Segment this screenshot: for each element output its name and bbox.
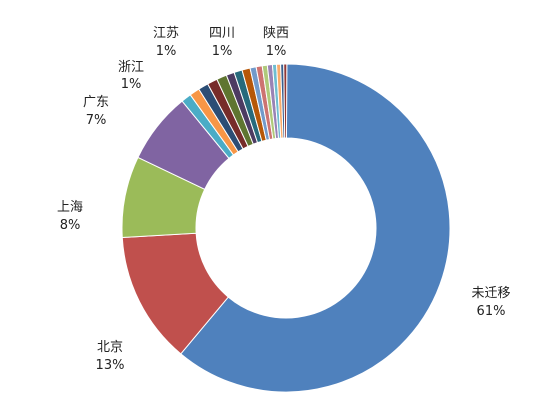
slice-value-label: 13% — [96, 358, 125, 373]
slice-label: 未迁移 — [471, 286, 510, 301]
slice-value-label: 61% — [477, 304, 506, 319]
donut-slice-19 — [283, 63, 288, 139]
slice-label: 广东 — [83, 95, 109, 110]
slice-label: 四川 — [209, 26, 235, 41]
slice-label: 浙江 — [118, 60, 144, 75]
slice-label: 江苏 — [153, 25, 179, 41]
slice-value-label: 1% — [121, 77, 142, 92]
slice-labels: 未迁移 61% 北京 13% 上海 8% 广东 7% 浙江 1% 江苏 1% 四川 1% 陕西 1% — [57, 25, 511, 373]
donut-slice-未迁移 — [180, 63, 451, 393]
slice-value-label: 1% — [156, 44, 177, 59]
slice-value-label: 7% — [86, 113, 107, 128]
slice-value-label: 8% — [60, 218, 81, 233]
slice-label: 陕西 — [263, 26, 289, 41]
slice-label: 北京 — [97, 340, 123, 355]
slice-label: 上海 — [57, 200, 83, 215]
donut-slices — [121, 63, 451, 393]
slice-value-label: 1% — [266, 44, 287, 59]
slice-value-label: 1% — [212, 44, 233, 59]
